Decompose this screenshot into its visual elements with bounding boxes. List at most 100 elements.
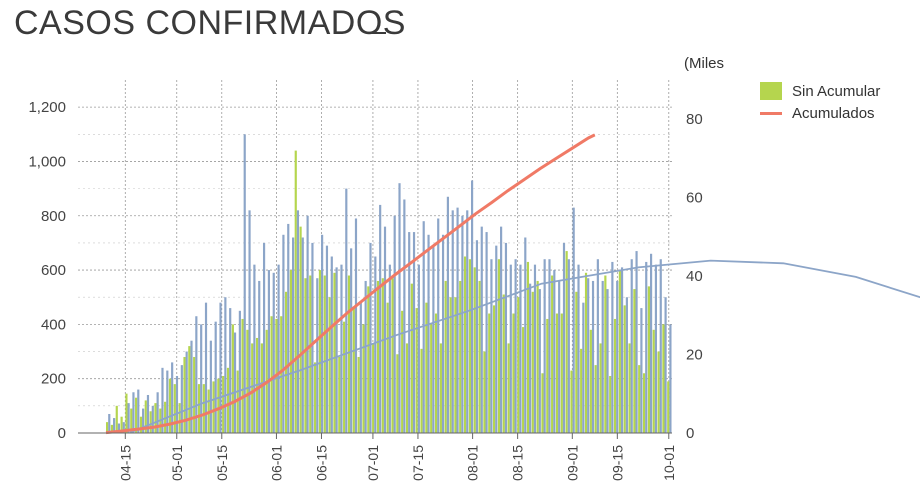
bar-blue xyxy=(437,218,440,433)
bar-blue xyxy=(340,264,343,433)
bar-blue xyxy=(127,403,130,433)
bar-sin-acumular xyxy=(110,424,114,433)
bar-blue xyxy=(306,215,309,433)
bar-sin-acumular xyxy=(410,283,413,433)
bar-blue xyxy=(262,242,266,433)
bar-sin-acumular xyxy=(633,289,636,433)
bar-blue xyxy=(195,316,198,433)
bar-sin-acumular xyxy=(459,280,462,433)
bar-blue xyxy=(171,362,174,433)
bar-blue xyxy=(393,215,396,433)
bar-sin-acumular xyxy=(125,393,128,433)
bar-sin-acumular xyxy=(507,343,510,433)
bar-blue xyxy=(316,278,319,433)
bar-blue xyxy=(664,297,667,433)
bar-sin-acumular xyxy=(517,297,520,433)
bar-sin-acumular xyxy=(488,313,491,433)
x-tick-label: 06-15 xyxy=(313,445,329,481)
bar-blue xyxy=(533,264,537,433)
bar-sin-acumular xyxy=(284,291,288,433)
trend-line xyxy=(129,259,920,434)
bar-sin-acumular xyxy=(173,384,176,433)
bar-blue xyxy=(151,405,154,433)
bar-sin-acumular xyxy=(415,308,418,433)
bar-sin-acumular xyxy=(362,324,365,433)
bar-sin-acumular xyxy=(555,313,559,433)
bar-sin-acumular xyxy=(309,275,312,433)
bar-blue xyxy=(253,264,256,433)
x-tick-label: 07-01 xyxy=(365,445,381,481)
bar-sin-acumular xyxy=(642,373,646,433)
legend-label-sin-acumular: Sin Acumular xyxy=(792,82,881,100)
bar-sin-acumular xyxy=(449,297,452,433)
bar-sin-acumular xyxy=(294,150,297,433)
axes-group: 0 200 400 600 800 1,000 1,200 0 20 40 60 80 04-15 05-… xyxy=(28,99,702,481)
bar-blue xyxy=(543,259,546,433)
bar-blue xyxy=(137,389,140,433)
bar-blue xyxy=(417,264,420,433)
bar-blue xyxy=(640,308,643,433)
bar-sin-acumular xyxy=(444,280,447,433)
bar-blue xyxy=(485,232,488,433)
bar-sin-acumular xyxy=(589,329,592,433)
bar-sin-acumular xyxy=(323,275,326,433)
bar-sin-acumular xyxy=(139,416,143,433)
bar-blue xyxy=(335,267,338,433)
bar-sin-acumular xyxy=(202,384,205,433)
x-tick-label: 09-01 xyxy=(564,445,580,481)
bar-blue xyxy=(369,242,372,433)
bar-blue xyxy=(364,280,367,433)
bar-blue xyxy=(562,242,566,433)
bar-sin-acumular xyxy=(434,313,438,433)
bar-sin-acumular xyxy=(430,324,433,433)
bar-blue xyxy=(654,264,658,433)
bar-sin-acumular xyxy=(638,365,641,433)
trend-line-group xyxy=(129,259,920,434)
bar-sin-acumular xyxy=(357,356,360,433)
bar-blue xyxy=(122,422,125,433)
bar-blue xyxy=(432,245,435,433)
bar-blue xyxy=(330,256,333,433)
bar-blue xyxy=(142,408,145,433)
bar-blue xyxy=(514,259,517,433)
bar-blue xyxy=(616,280,619,433)
bar-blue xyxy=(113,418,116,433)
bar-blue xyxy=(587,278,590,433)
bar-blue xyxy=(190,340,193,433)
bar-sin-acumular xyxy=(236,370,239,433)
bar-sin-acumular xyxy=(251,343,254,433)
bar-sin-acumular xyxy=(386,302,389,433)
bar-blue xyxy=(611,261,614,433)
bar-blue xyxy=(524,237,527,433)
bar-sin-acumular xyxy=(222,375,225,433)
bar-blue xyxy=(625,297,628,433)
bar-blue xyxy=(398,183,401,433)
bar-sin-acumular xyxy=(333,272,336,433)
bar-blue xyxy=(287,223,290,433)
bar-blue xyxy=(403,199,406,433)
bar-blue xyxy=(224,297,227,433)
bar-sin-acumular xyxy=(197,384,201,433)
bar-blue xyxy=(243,134,246,434)
legend-item-acumulados: Acumulados xyxy=(760,102,880,124)
bar-blue xyxy=(461,215,464,433)
bar-blue xyxy=(456,207,459,433)
bar-blue xyxy=(277,264,280,433)
bar-blue xyxy=(359,302,362,433)
bar-blue xyxy=(582,302,585,433)
bar-blue xyxy=(185,351,188,433)
bar-blue xyxy=(519,264,522,433)
bar-sin-acumular xyxy=(647,286,650,433)
y-right-tick-label: 60 xyxy=(686,190,703,207)
bar-sin-acumular xyxy=(376,280,380,433)
bar-sin-acumular xyxy=(149,411,152,433)
bar-sin-acumular xyxy=(497,259,501,433)
bar-blue xyxy=(509,264,512,433)
bar-sin-acumular xyxy=(401,310,404,433)
bar-sin-acumular xyxy=(613,318,617,433)
bar-sin-acumular xyxy=(575,291,578,433)
bar-sin-acumular xyxy=(502,294,505,433)
bar-blue xyxy=(301,237,304,433)
bar-blue xyxy=(529,283,532,433)
bar-blue xyxy=(659,259,662,433)
